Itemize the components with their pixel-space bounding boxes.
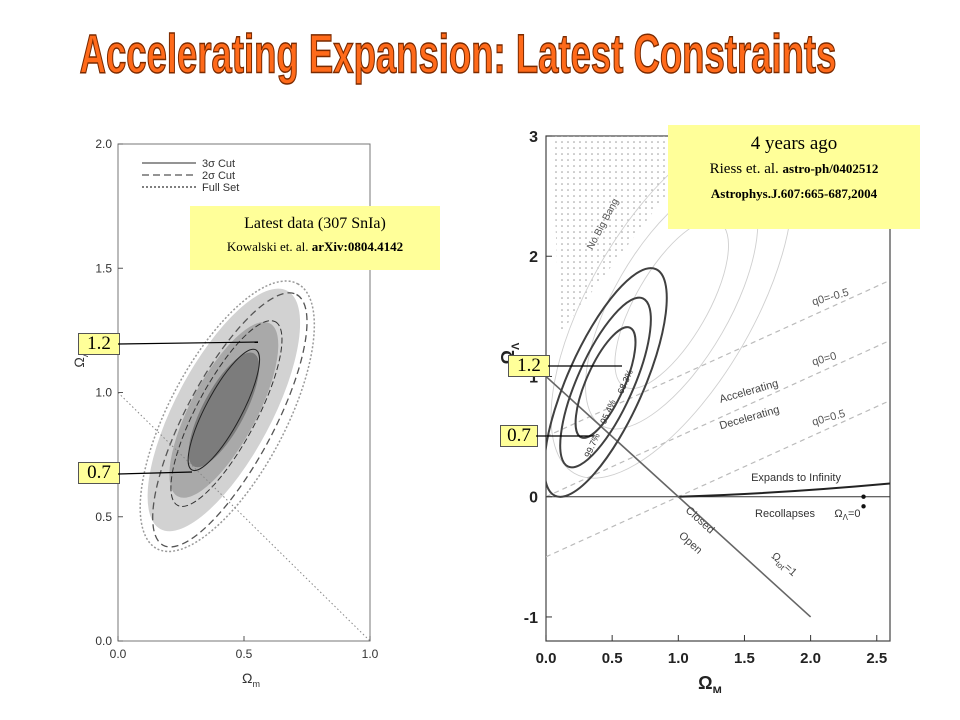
right-note-citation: Riess et. al. astro-ph/0402512 bbox=[668, 161, 920, 178]
left-tag-1-2: 1.2 bbox=[78, 333, 120, 355]
left-tag-0-7: 0.7 bbox=[78, 462, 120, 484]
x-tick-label: 0.5 bbox=[602, 650, 623, 667]
y-tick-label: 0 bbox=[529, 490, 538, 507]
right-note-title: 4 years ago bbox=[750, 133, 838, 154]
y-tick-label: 2 bbox=[529, 249, 538, 266]
y-tick-label: 1.5 bbox=[95, 261, 112, 275]
x-tick-label: 2.0 bbox=[800, 650, 821, 667]
x-tick-label: 2.5 bbox=[866, 650, 887, 667]
left-note-title: Latest data (307 SnIa) bbox=[244, 215, 386, 232]
x-tick-label: 0.0 bbox=[536, 650, 557, 667]
left-note-citation: Kowalski et. al. arXiv:0804.4142 bbox=[190, 239, 440, 255]
background-contour bbox=[550, 136, 793, 479]
right-note-journal: Astrophys.J.607:665-687,2004 bbox=[710, 186, 878, 201]
y-tick-label: 1.0 bbox=[95, 386, 112, 400]
y-tick-label: 1 bbox=[529, 369, 538, 386]
x-tick-label: 1.5 bbox=[734, 650, 755, 667]
flat-universe-line bbox=[546, 375, 812, 618]
x-tick-label: 0.0 bbox=[110, 647, 127, 661]
region-label-recollapses: Recollapses bbox=[755, 508, 815, 520]
left-note-authors: Kowalski et. al. bbox=[226, 239, 309, 254]
y-tick-label: -1 bbox=[524, 610, 538, 627]
2sigma-cut-outline bbox=[152, 292, 308, 548]
region-label-expands: Expands to Infinity bbox=[751, 472, 841, 484]
3sigma-cut-outline bbox=[170, 320, 283, 507]
contour-95 bbox=[559, 296, 652, 469]
y-tick-label: 0.5 bbox=[95, 510, 112, 524]
expands-boundary bbox=[678, 482, 890, 498]
right-note-authors: Riess et. al. bbox=[709, 161, 779, 177]
legend-entry: 2σ Cut bbox=[202, 170, 235, 182]
x-tick-label: 0.5 bbox=[236, 647, 253, 661]
right-tag-1-2: 1.2 bbox=[508, 355, 550, 377]
contour-99 bbox=[546, 267, 668, 498]
legend-entry: Full Set bbox=[202, 182, 239, 194]
right-tag-0-7: 0.7 bbox=[500, 425, 538, 447]
x-axis-label: Ωm bbox=[242, 670, 260, 689]
right-data-note: 4 years ago Riess et. al. astro-ph/04025… bbox=[668, 125, 920, 229]
slide-title: Accelerating Expansion: Latest Constrain… bbox=[80, 23, 837, 84]
left-data-note: Latest data (307 SnIa) Kowalski et. al. … bbox=[190, 206, 440, 270]
inner-cut-outline bbox=[187, 348, 261, 472]
x-tick-label: 1.0 bbox=[668, 650, 689, 667]
contour-1sigma bbox=[188, 352, 260, 468]
x-axis-label: ΩM bbox=[698, 673, 722, 693]
marker-dot bbox=[861, 494, 866, 499]
line-label-lambda0: ΩΛ=0 bbox=[834, 508, 860, 522]
x-tick-label: 1.0 bbox=[362, 647, 379, 661]
y-tick-label: 2.0 bbox=[95, 137, 112, 151]
flat-universe-line bbox=[118, 392, 370, 641]
contour-68 bbox=[574, 326, 637, 439]
right-note-ref: astro-ph/0402512 bbox=[782, 161, 879, 176]
title-banner: Accelerating Expansion: Latest Constrain… bbox=[79, 22, 837, 84]
contour-group bbox=[118, 280, 370, 641]
marker-dot bbox=[861, 504, 866, 509]
fullset-outline bbox=[139, 280, 316, 553]
legend-entry: 3σ Cut bbox=[202, 158, 235, 170]
y-tick-label: 0.0 bbox=[95, 634, 112, 648]
y-tick-label: 3 bbox=[529, 129, 538, 146]
left-note-ref: arXiv:0804.4142 bbox=[311, 239, 404, 254]
